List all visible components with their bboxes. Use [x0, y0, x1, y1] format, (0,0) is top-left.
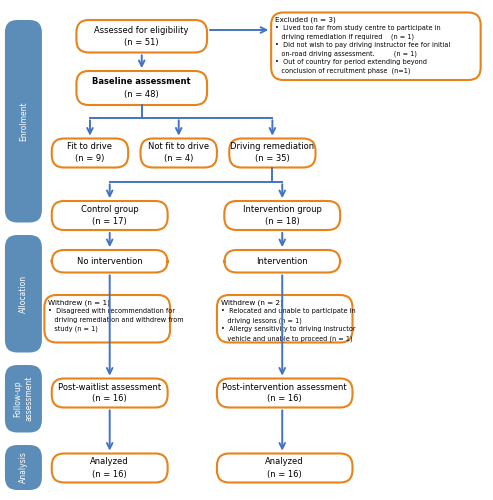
Text: (n = 51): (n = 51) — [124, 38, 159, 47]
FancyBboxPatch shape — [224, 201, 340, 230]
Text: vehicle and unable to proceed (n = 1): vehicle and unable to proceed (n = 1) — [221, 335, 352, 342]
Text: Analysis: Analysis — [19, 452, 28, 484]
Text: (n = 48): (n = 48) — [124, 90, 159, 98]
FancyBboxPatch shape — [76, 20, 207, 52]
FancyBboxPatch shape — [217, 378, 352, 408]
FancyBboxPatch shape — [217, 454, 352, 482]
Text: (n = 16): (n = 16) — [92, 470, 127, 478]
Text: •  Out of country for period extending beyond: • Out of country for period extending be… — [275, 59, 427, 65]
Text: Withdrew (n = 2): Withdrew (n = 2) — [221, 299, 283, 306]
FancyBboxPatch shape — [271, 12, 481, 80]
Text: Analyzed: Analyzed — [90, 458, 129, 466]
FancyBboxPatch shape — [52, 454, 168, 482]
Text: (n = 35): (n = 35) — [255, 154, 290, 164]
Text: Intervention: Intervention — [256, 257, 308, 266]
Text: Control group: Control group — [81, 205, 139, 214]
Text: Assessed for eligibility: Assessed for eligibility — [95, 26, 189, 35]
FancyBboxPatch shape — [52, 250, 168, 272]
Text: Allocation: Allocation — [19, 274, 28, 313]
Text: •  Disagreed with recommendation for: • Disagreed with recommendation for — [48, 308, 176, 314]
Text: Intervention group: Intervention group — [243, 205, 321, 214]
Text: Baseline assessment: Baseline assessment — [92, 78, 191, 86]
Text: Enrolment: Enrolment — [19, 102, 28, 141]
Text: Excluded (n = 3): Excluded (n = 3) — [275, 16, 336, 23]
Text: •  Allergy sensitivity to driving instructor: • Allergy sensitivity to driving instruc… — [221, 326, 355, 332]
Text: (n = 17): (n = 17) — [92, 217, 127, 226]
Text: Withdrew (n = 1): Withdrew (n = 1) — [48, 299, 110, 306]
Text: conclusion of recruitment phase  (n=1): conclusion of recruitment phase (n=1) — [275, 68, 411, 74]
FancyBboxPatch shape — [52, 378, 168, 408]
Text: (n = 16): (n = 16) — [267, 470, 302, 478]
Text: Post-intervention assessment: Post-intervention assessment — [222, 382, 347, 392]
FancyBboxPatch shape — [76, 71, 207, 105]
FancyBboxPatch shape — [52, 138, 128, 168]
Text: (n = 9): (n = 9) — [75, 154, 105, 164]
Text: (n = 4): (n = 4) — [164, 154, 193, 164]
FancyBboxPatch shape — [224, 250, 340, 272]
Text: driving remediation and withdrew from: driving remediation and withdrew from — [48, 317, 184, 323]
Text: •  Relocated and unable to participate in: • Relocated and unable to participate in — [221, 308, 355, 314]
Text: driving lessons (n = 1): driving lessons (n = 1) — [221, 317, 302, 324]
Text: Follow-up
assessment: Follow-up assessment — [14, 376, 33, 422]
FancyBboxPatch shape — [229, 138, 316, 168]
Text: Driving remediation: Driving remediation — [230, 142, 315, 152]
FancyBboxPatch shape — [52, 201, 168, 230]
FancyBboxPatch shape — [44, 295, 170, 343]
FancyBboxPatch shape — [217, 295, 352, 343]
Text: •  Lived too far from study centre to participate in: • Lived too far from study centre to par… — [275, 25, 441, 31]
FancyBboxPatch shape — [5, 20, 42, 222]
FancyBboxPatch shape — [5, 365, 42, 432]
Text: (n = 16): (n = 16) — [267, 394, 302, 404]
Text: on-road driving assessment.         (n = 1): on-road driving assessment. (n = 1) — [275, 50, 417, 57]
Text: driving remediation if required    (n = 1): driving remediation if required (n = 1) — [275, 34, 414, 40]
Text: Fit to drive: Fit to drive — [68, 142, 112, 152]
Text: Not fit to drive: Not fit to drive — [148, 142, 209, 152]
Text: (n = 16): (n = 16) — [92, 394, 127, 404]
Text: study (n = 1): study (n = 1) — [48, 326, 98, 332]
Text: Analyzed: Analyzed — [265, 458, 304, 466]
FancyBboxPatch shape — [5, 445, 42, 490]
FancyBboxPatch shape — [141, 138, 217, 168]
Text: (n = 18): (n = 18) — [265, 217, 300, 226]
Text: No intervention: No intervention — [77, 257, 142, 266]
Text: •  Did not wish to pay driving instructor fee for initial: • Did not wish to pay driving instructor… — [275, 42, 450, 48]
FancyBboxPatch shape — [5, 235, 42, 352]
Text: Post-waitlist assessment: Post-waitlist assessment — [58, 382, 161, 392]
